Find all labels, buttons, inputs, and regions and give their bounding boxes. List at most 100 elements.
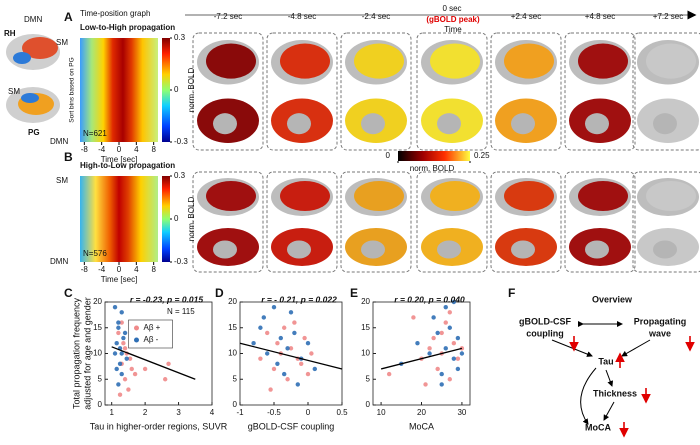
brain-medial-wall (653, 113, 677, 135)
brain-frame (266, 171, 338, 273)
brain-activation (578, 43, 628, 79)
brain-medial-wall (585, 240, 609, 259)
point (268, 387, 273, 392)
point (439, 371, 444, 377)
point (282, 325, 287, 330)
point (116, 330, 121, 336)
heatmap-top-label: SM (56, 176, 68, 185)
point (121, 335, 126, 341)
annotation: r = -0.23, p = 0.015 (130, 294, 204, 304)
brain-frame (192, 171, 264, 273)
brain-frame (266, 32, 338, 151)
point (423, 382, 428, 387)
point (132, 371, 138, 377)
y-tick-label: 0 (98, 400, 103, 409)
plot-frame (372, 301, 471, 406)
point (119, 310, 124, 315)
panel-label: F (508, 286, 515, 300)
brain-medial-wall (361, 240, 385, 259)
node-label: gBOLD-CSF (519, 316, 571, 326)
x-axis-label: MoCA (409, 421, 434, 431)
overview-title: Overview (592, 294, 633, 304)
x-tick-label: 0 (306, 408, 311, 417)
plot-frame (239, 301, 343, 406)
colorbar-tick-label: 0 (174, 85, 179, 94)
x-axis-label: Tau in higher-order regions, SUVR (90, 421, 228, 431)
point (122, 330, 128, 336)
brain-medial-wall (287, 240, 311, 259)
y-tick-label: 20 (228, 297, 237, 306)
node-label: coupling (526, 328, 564, 338)
brain-activation (646, 43, 696, 79)
trend-line (111, 346, 196, 380)
heatmap-bottom-label: DMN (50, 257, 68, 266)
point (431, 335, 436, 341)
trend-line (380, 347, 463, 370)
brain-frame (490, 171, 562, 273)
brain-activation (430, 43, 480, 79)
y-tick-label: 5 (366, 374, 371, 383)
point (305, 371, 311, 377)
panel-label: A (64, 10, 73, 24)
overview: Overview gBOLD-CSF coupling Propagating … (519, 294, 695, 438)
colorbar-tick-label: 0 (386, 151, 391, 160)
point (451, 356, 457, 361)
point (129, 366, 134, 372)
brain-medial-wall (511, 240, 535, 259)
heatmap-subtitle: Low-to-High propagation (80, 23, 175, 32)
point (451, 341, 457, 346)
colorbar-label: norm. BOLD (410, 164, 455, 173)
point (116, 382, 121, 387)
x-tick-label: 8 (151, 265, 156, 274)
brain-frame (416, 32, 488, 151)
point (411, 315, 416, 320)
point (302, 335, 307, 341)
node-label: MoCA (585, 422, 611, 432)
x-tick-label: -1 (236, 408, 244, 417)
x-tick-label: -0.5 (267, 408, 281, 417)
point (124, 356, 129, 361)
legend-swatch (134, 325, 139, 331)
point (459, 351, 465, 356)
x-tick-label: 0 (117, 145, 122, 154)
point (443, 346, 448, 351)
point (258, 356, 263, 361)
x-axis-label: gBOLD-CSF coupling (248, 421, 335, 431)
x-tick-label: 8 (151, 145, 156, 154)
brain-activation (578, 181, 628, 211)
heatmap-title: Time-position graph (80, 9, 150, 18)
point (439, 330, 444, 336)
brain-activation (504, 181, 554, 211)
brain-medial-wall (585, 113, 609, 135)
point (271, 304, 277, 310)
brain-frame (416, 171, 488, 273)
time-label: -4.8 sec (288, 12, 316, 21)
point (117, 392, 123, 397)
time-label: 0 sec (442, 4, 461, 13)
colorbar-tick-label: 0.3 (174, 171, 186, 180)
point (292, 320, 297, 325)
colorbar-label: norm. BOLD (187, 68, 196, 113)
n-label: N = 115 (167, 307, 195, 316)
point (278, 335, 283, 341)
point (455, 356, 461, 361)
icon-label: DMN (24, 15, 42, 24)
n-label: N=576 (83, 249, 107, 258)
heatmap-top-label: SM (56, 38, 68, 47)
point (122, 377, 128, 382)
y-tick-label: 10 (93, 349, 102, 358)
point (288, 310, 294, 315)
point (114, 341, 119, 346)
heatmap-bottom-label: DMN (50, 137, 68, 146)
colorbar (162, 38, 170, 142)
panel-label: C (64, 286, 73, 300)
point (427, 346, 432, 351)
panel-label: E (350, 286, 358, 300)
legend-swatch (134, 337, 139, 343)
icon-label: SM (8, 87, 20, 96)
x-tick-label: 0.5 (336, 408, 348, 417)
heatmap-subtitle: High-to-Low propagation (80, 161, 175, 170)
time-label: +4.8 sec (585, 12, 615, 21)
point (166, 361, 171, 366)
colorbar-tick-label: 0 (174, 214, 179, 223)
